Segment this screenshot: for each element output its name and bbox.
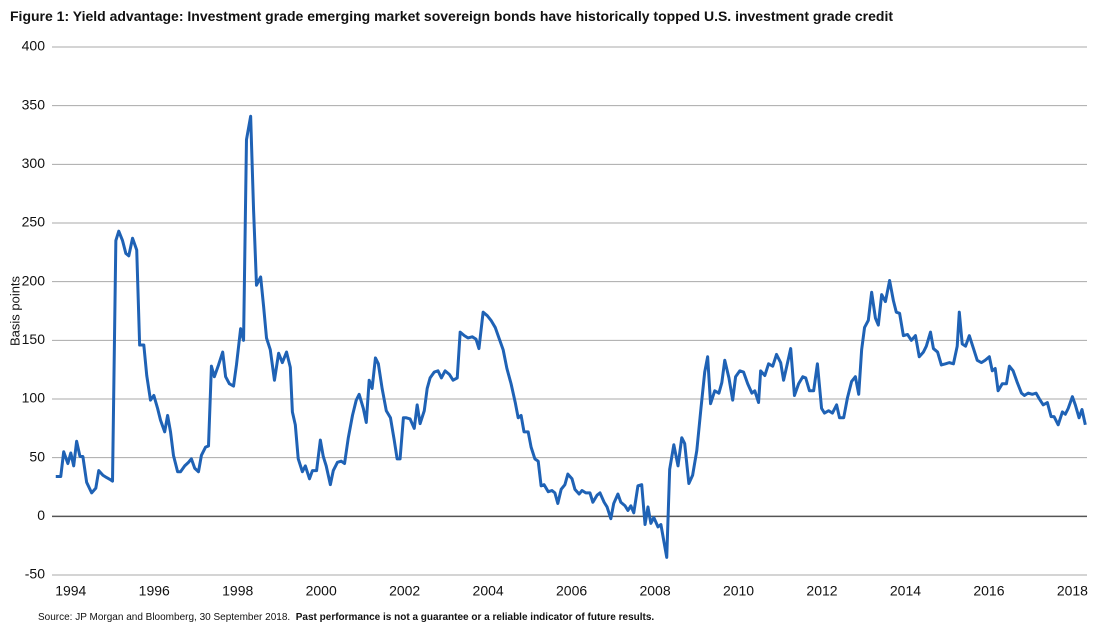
x-tick-label: 2012: [806, 583, 837, 599]
y-axis-label: Basis points: [7, 275, 22, 346]
chart-title: Figure 1: Yield advantage: Investment gr…: [10, 8, 894, 24]
x-tick-label: 2016: [973, 583, 1004, 599]
x-tick-label: 2008: [639, 583, 670, 599]
y-tick-label: 100: [22, 390, 46, 406]
y-tick-label: 200: [22, 272, 46, 288]
x-tick-label: 2014: [890, 583, 921, 599]
x-tick-label: 2018: [1057, 583, 1088, 599]
source-note: Past performance is not a guarantee or a…: [295, 612, 655, 623]
y-tick-label: -50: [25, 566, 45, 582]
y-tick-label: 350: [22, 96, 46, 112]
x-tick-label: 2010: [723, 583, 754, 599]
x-tick-label: 1998: [222, 583, 253, 599]
x-tick-label: 1994: [55, 583, 86, 599]
x-tick-label: 2002: [389, 583, 420, 599]
y-tick-label: 250: [22, 214, 46, 230]
y-tick-label: 0: [37, 507, 45, 523]
data-line: [55, 114, 1087, 559]
source: Source: JP Morgan and Bloomberg, 30 Sept…: [38, 612, 654, 623]
x-tick-label: 1996: [139, 583, 170, 599]
x-tick-label: 2006: [556, 583, 587, 599]
y-tick-label: 50: [29, 448, 45, 464]
y-tick-label: 300: [22, 155, 46, 171]
y-tick-label: 400: [22, 38, 46, 54]
source-text: Source: JP Morgan and Bloomberg, 30 Sept…: [38, 612, 291, 623]
x-tick-label: 2000: [306, 583, 337, 599]
y-tick-label: 150: [22, 331, 46, 347]
x-tick-label: 2004: [473, 583, 504, 599]
